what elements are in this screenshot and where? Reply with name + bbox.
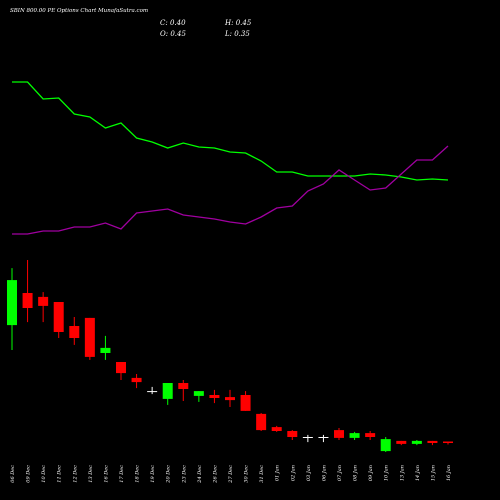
x-tick-label: 15 Jan [430,465,436,481]
open-label: O: 0.45 [160,30,186,38]
x-tick-label: 16 Jan [446,465,452,481]
candle-body [193,391,204,396]
candle-body [427,440,438,443]
x-tick-label: 16 Dec [103,465,109,483]
x-tick-label: 14 Jan [415,465,421,481]
candle-body [131,377,142,383]
candle-body [7,280,17,326]
x-tick-label: 24 Dec [197,465,203,484]
candle-body [349,433,360,438]
x-tick-label: 31 Dec [259,465,265,483]
close-label: C: 0.40 [160,19,186,27]
x-tick-label: 11 Dec [57,465,63,483]
x-tick-label: 06 Dec [10,465,16,483]
candle-body [116,362,126,374]
high-label: H: 0.45 [224,19,252,27]
x-tick-label: 27 Dec [228,465,234,484]
x-tick-label: 09 Dec [26,465,32,483]
x-tick-label: 30 Dec [244,465,250,483]
x-tick-label: 12 Dec [72,465,78,483]
x-tick-label: 20 Dec [166,465,172,484]
indicator-line [12,81,449,181]
chart-title: SBIN 800.00 PE Options Chart MunafaSutra… [10,8,148,14]
x-tick-label: 09 Jan [368,465,374,481]
x-tick-label: 26 Dec [212,465,218,484]
x-tick-label: 06 Jan [321,465,327,481]
indicator-line [12,145,449,235]
x-tick-label: 07 Jan [337,465,343,481]
candle-body [147,391,158,393]
x-tick-label: 13 Jan [399,465,405,481]
x-tick-label: 02 Jan [290,465,296,481]
candle-body [84,317,95,357]
candle-body [209,395,220,398]
candle-body [69,326,80,338]
candle-body [240,395,251,411]
candle-body [396,440,407,444]
x-tick-label: 01 Jan [275,465,281,481]
candle-body [38,296,49,306]
x-tick-label: 23 Dec [181,465,187,484]
x-tick-label: 13 Dec [88,465,94,483]
candle-body [334,430,344,438]
x-tick-label: 03 Jan [306,465,312,481]
candle-body [302,437,313,438]
candle-body [256,413,267,431]
x-tick-label: 19 Dec [150,465,156,483]
x-tick-label: 18 Dec [135,465,141,483]
candle-body [22,293,33,308]
x-tick-label: 17 Dec [119,465,125,483]
candle-body [287,431,298,437]
candle-body [100,347,111,353]
candle-body [380,439,391,452]
x-tick-label: 08 Jan [353,465,359,481]
candle-body [271,427,282,431]
candle-body [225,397,235,401]
candle-body [178,383,189,389]
candle-body [411,440,422,444]
candle-body [162,383,173,399]
candle-body [443,441,453,443]
x-tick-label: 10 Dec [41,465,47,483]
candle-body [318,437,329,438]
candle-body [53,302,64,332]
low-label: L: 0.35 [224,30,250,38]
x-tick-label: 10 Jan [384,465,390,481]
candle-body [365,433,376,437]
